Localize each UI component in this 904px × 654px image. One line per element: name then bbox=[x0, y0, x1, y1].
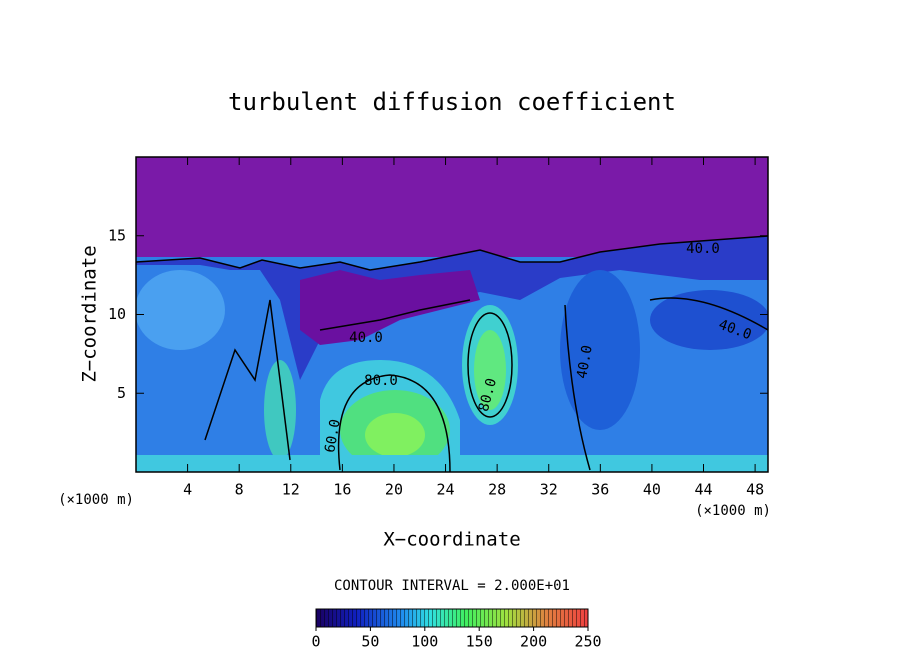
x-axis-label: X−coordinate bbox=[383, 529, 520, 551]
x-unit-label: (×1000 m) bbox=[58, 492, 134, 508]
y-tick-label: 10 bbox=[108, 305, 126, 323]
contour-label: 40.0 bbox=[686, 241, 720, 257]
x-tick-label: 16 bbox=[333, 481, 351, 499]
x-tick-label: 20 bbox=[385, 481, 403, 499]
contour-label: 40.0 bbox=[349, 330, 383, 346]
colorbar-frame bbox=[315, 608, 589, 628]
x-tick-label: 40 bbox=[643, 481, 661, 499]
x-unit-label: (×1000 m) bbox=[695, 503, 771, 519]
x-tick-label: 4 bbox=[183, 481, 192, 499]
colorbar-tick-label: 250 bbox=[574, 633, 601, 651]
x-tick-label: 36 bbox=[591, 481, 609, 499]
contour-field bbox=[136, 157, 768, 472]
x-tick-label: 44 bbox=[694, 481, 712, 499]
x-tick-label: 24 bbox=[437, 481, 455, 499]
colorbar-tick-label: 150 bbox=[466, 633, 493, 651]
x-tick-label: 12 bbox=[282, 481, 300, 499]
y-axis-label: Z−coordinate bbox=[79, 245, 101, 382]
contour-label: 60.0 bbox=[322, 418, 344, 454]
y-tick-label: 15 bbox=[108, 226, 126, 244]
x-tick-label: 28 bbox=[488, 481, 506, 499]
contour-label: 80.0 bbox=[364, 373, 398, 389]
contour-interval: CONTOUR INTERVAL = 2.000E+01 bbox=[334, 578, 570, 594]
x-tick-label: 32 bbox=[540, 481, 558, 499]
colorbar-tick-label: 50 bbox=[361, 633, 379, 651]
y-tick-label: 5 bbox=[117, 384, 126, 402]
contour-label: 40.0 bbox=[574, 344, 596, 380]
colorbar-tick-label: 200 bbox=[520, 633, 547, 651]
colorbar-tick-label: 0 bbox=[311, 633, 320, 651]
x-tick-label: 8 bbox=[235, 481, 244, 499]
colorbar-tick-label: 100 bbox=[411, 633, 438, 651]
x-tick-label: 48 bbox=[746, 481, 764, 499]
chart-title: turbulent diffusion coefficient bbox=[228, 88, 676, 116]
